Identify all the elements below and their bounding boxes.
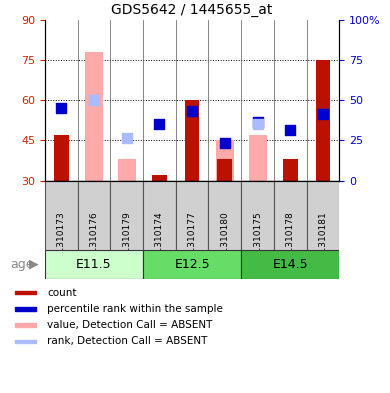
Text: GSM1310174: GSM1310174 bbox=[155, 212, 164, 272]
Point bbox=[58, 105, 64, 112]
Bar bbox=[143, 181, 176, 250]
Title: GDS5642 / 1445655_at: GDS5642 / 1445655_at bbox=[112, 3, 273, 17]
Text: rank, Detection Call = ABSENT: rank, Detection Call = ABSENT bbox=[47, 336, 207, 346]
Bar bbox=[45, 250, 143, 279]
Text: age: age bbox=[10, 258, 33, 271]
Bar bbox=[118, 159, 136, 181]
Bar bbox=[216, 140, 234, 181]
Point bbox=[287, 127, 293, 133]
Text: count: count bbox=[47, 288, 76, 298]
Text: GSM1310180: GSM1310180 bbox=[220, 212, 229, 272]
Text: GSM1310181: GSM1310181 bbox=[319, 212, 328, 272]
Text: GSM1310176: GSM1310176 bbox=[89, 212, 98, 272]
Point bbox=[189, 108, 195, 114]
Point bbox=[320, 110, 326, 117]
Point bbox=[222, 140, 228, 146]
Bar bbox=[152, 175, 167, 181]
Text: GSM1310178: GSM1310178 bbox=[286, 212, 295, 272]
Text: value, Detection Call = ABSENT: value, Detection Call = ABSENT bbox=[47, 320, 213, 330]
Bar bbox=[143, 250, 241, 279]
Bar bbox=[283, 159, 298, 181]
Bar bbox=[241, 250, 339, 279]
Bar bbox=[208, 181, 241, 250]
Bar bbox=[85, 52, 103, 181]
Bar bbox=[110, 181, 143, 250]
Bar bbox=[78, 181, 110, 250]
Bar bbox=[241, 181, 274, 250]
Point bbox=[254, 121, 261, 127]
Text: GSM1310179: GSM1310179 bbox=[122, 212, 131, 272]
Bar bbox=[15, 323, 36, 327]
Text: percentile rank within the sample: percentile rank within the sample bbox=[47, 304, 223, 314]
Point bbox=[124, 135, 130, 141]
Text: GSM1310173: GSM1310173 bbox=[57, 212, 66, 272]
Text: E12.5: E12.5 bbox=[174, 258, 210, 271]
Bar bbox=[185, 100, 199, 181]
Bar bbox=[316, 60, 330, 181]
Point bbox=[91, 97, 97, 103]
Bar bbox=[274, 181, 307, 250]
Text: GSM1310177: GSM1310177 bbox=[188, 212, 197, 272]
Bar bbox=[15, 307, 36, 311]
Bar bbox=[15, 291, 36, 294]
Bar bbox=[45, 181, 78, 250]
Text: E11.5: E11.5 bbox=[76, 258, 112, 271]
Point bbox=[254, 119, 261, 125]
Bar bbox=[176, 181, 208, 250]
Bar bbox=[248, 135, 266, 181]
Bar bbox=[307, 181, 339, 250]
Point bbox=[156, 121, 163, 127]
Text: GSM1310175: GSM1310175 bbox=[253, 212, 262, 272]
Text: ▶: ▶ bbox=[29, 258, 39, 271]
Bar bbox=[15, 340, 36, 343]
Bar bbox=[218, 159, 232, 181]
Text: E14.5: E14.5 bbox=[272, 258, 308, 271]
Bar bbox=[54, 135, 69, 181]
